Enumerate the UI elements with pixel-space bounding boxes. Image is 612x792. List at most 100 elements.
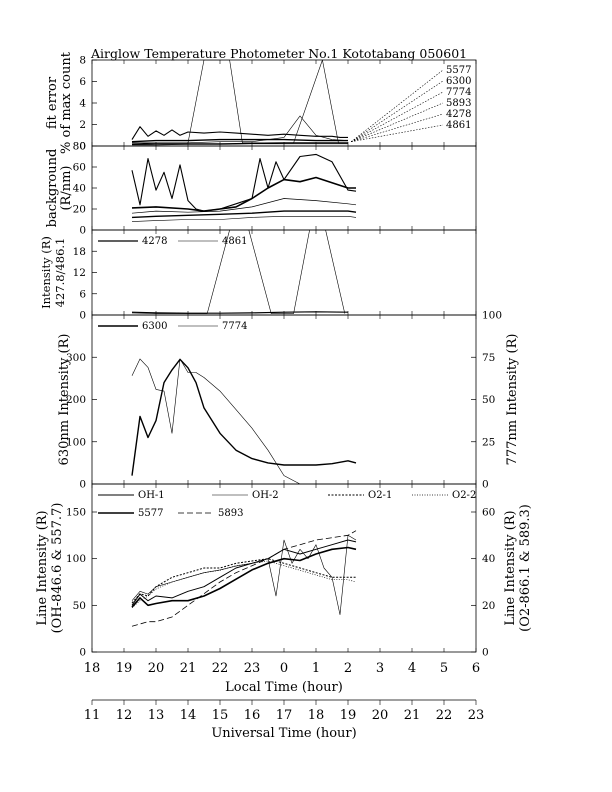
x-tick-label-local: 5 bbox=[440, 661, 448, 676]
x-tick-label-universal: 15 bbox=[212, 708, 229, 723]
x-tick-label-universal: 23 bbox=[468, 708, 485, 723]
x-tick-label-local: 3 bbox=[376, 661, 384, 676]
x-tick-label-local: 23 bbox=[244, 661, 261, 676]
y-tick-label: 60 bbox=[73, 162, 86, 174]
y-tick-label: 80 bbox=[73, 141, 86, 153]
label-leader-line bbox=[351, 125, 443, 142]
x-tick-label-universal: 14 bbox=[180, 708, 197, 723]
x-tick-label-universal: 13 bbox=[148, 708, 165, 723]
series-line-bg-e bbox=[132, 216, 356, 221]
panel-intensity-blue: 0 6 12 18 Intensity (R) 427.8/486.1 4278 4861 bbox=[39, 230, 476, 322]
series-line-O2-2 bbox=[132, 561, 356, 608]
series-label-6300: 6300 bbox=[446, 76, 471, 87]
y-axis-label: Intensity (R) bbox=[39, 236, 53, 309]
y-axis-label-right: (O2-866.1 & 589.3) bbox=[518, 504, 533, 632]
x-tick-label-universal: 17 bbox=[276, 708, 293, 723]
series-label-7774: 7774 bbox=[446, 87, 471, 98]
y-axis-label-left: (OH-846.6 & 557.7) bbox=[50, 503, 65, 634]
legend-label-7774: 7774 bbox=[222, 321, 247, 332]
y-tick-label: 18 bbox=[73, 246, 86, 258]
x-axis-label-universal: Universal Time (hour) bbox=[211, 726, 356, 741]
y-axis-label-left: Line Intensity (R) bbox=[35, 510, 50, 625]
legend-label-5577: 5577 bbox=[138, 508, 163, 519]
legend-label-5893: 5893 bbox=[218, 508, 243, 519]
y-tick-label: 20 bbox=[73, 204, 86, 216]
x-tick-label-universal: 16 bbox=[244, 708, 261, 723]
panel-background: 0 20 40 60 80 background (R/nm) bbox=[45, 141, 476, 237]
y-axis-label-left: 630nm Intensity (R) bbox=[57, 334, 72, 466]
series-group bbox=[132, 60, 348, 145]
y-tick-label: 0 bbox=[79, 479, 86, 491]
y-tick-label: 0 bbox=[79, 310, 86, 322]
y-right-tick-label: 60 bbox=[482, 507, 495, 519]
legend-label-OH-2: OH-2 bbox=[252, 490, 279, 501]
y-axis-label: % of max count bbox=[59, 51, 74, 154]
panel-frame bbox=[92, 146, 476, 230]
series-line-OH-1 bbox=[132, 540, 356, 605]
x-tick-label-local: 1 bbox=[312, 661, 320, 676]
x-axis-label-local: Local Time (hour) bbox=[225, 680, 343, 695]
y-axis-label-right: Line Intensity (R) bbox=[503, 510, 518, 625]
y-axis-label: (R/nm) bbox=[59, 165, 74, 210]
x-tick-label-universal: 11 bbox=[84, 708, 101, 723]
panels-group: 02468fit error% of max count 557763007774… bbox=[35, 51, 533, 658]
series-line-4278 bbox=[132, 312, 348, 313]
label-leader-line bbox=[351, 81, 443, 142]
y-tick-label: 12 bbox=[73, 267, 86, 279]
y-tick-label: 50 bbox=[73, 600, 86, 612]
legend-label-OH-1: OH-1 bbox=[138, 490, 165, 501]
x-tick-label-universal: 22 bbox=[436, 708, 453, 723]
y-tick-label: 150 bbox=[66, 507, 86, 519]
panel-frame bbox=[92, 315, 476, 484]
series-label-4861: 4861 bbox=[446, 120, 471, 131]
panel-fit-error: 0 2 4 6 8 fit error% of max count 557763007774… bbox=[45, 51, 476, 154]
y-right-tick-label: 0 bbox=[482, 647, 489, 659]
series-line-5577 bbox=[132, 548, 356, 608]
y-axis-label: 427.8/486.1 bbox=[53, 238, 67, 308]
series-group bbox=[132, 531, 356, 627]
label-leader-line bbox=[351, 70, 443, 142]
series-line-7774 bbox=[132, 60, 348, 143]
y-tick-label: 40 bbox=[73, 183, 86, 195]
series-line-bg-b bbox=[132, 178, 356, 212]
x-tick-label-local: 2 bbox=[344, 661, 352, 676]
y-right-tick-label: 75 bbox=[482, 352, 495, 364]
x-tick-label-local: 19 bbox=[116, 661, 133, 676]
y-right-tick-label: 100 bbox=[482, 310, 502, 322]
y-tick-label: 6 bbox=[79, 76, 86, 88]
x-tick-label-local: 6 bbox=[472, 661, 480, 676]
y-right-tick-label: 0 bbox=[482, 479, 489, 491]
y-tick-label: 4 bbox=[79, 98, 86, 110]
y-tick-label: 100 bbox=[66, 553, 86, 565]
x-tick-label-local: 22 bbox=[212, 661, 229, 676]
series-line-5893 bbox=[132, 531, 356, 627]
legend-label-6300: 6300 bbox=[142, 321, 167, 332]
y-right-tick-label: 20 bbox=[482, 600, 495, 612]
panel-frame bbox=[92, 60, 476, 146]
x-tick-label-universal: 19 bbox=[340, 708, 357, 723]
x-tick-label-universal: 21 bbox=[404, 708, 421, 723]
x-tick-label-universal: 18 bbox=[308, 708, 325, 723]
y-right-tick-label: 25 bbox=[482, 436, 495, 448]
y-axis-label: background bbox=[45, 149, 60, 228]
legend-label-O2-2: O2-2 bbox=[452, 490, 476, 501]
series-label-5893: 5893 bbox=[446, 98, 471, 109]
y-right-tick-label: 40 bbox=[482, 553, 495, 565]
x-tick-label-local: 21 bbox=[180, 661, 197, 676]
x-tick-label-universal: 12 bbox=[116, 708, 133, 723]
series-group bbox=[132, 359, 356, 515]
series-label-4278: 4278 bbox=[446, 109, 471, 120]
legend-label-4278: 4278 bbox=[142, 236, 167, 247]
y-tick-label: 0 bbox=[79, 647, 86, 659]
series-line-6300 bbox=[132, 140, 348, 142]
figure: Airglow Temperature Photometer No.1 Koto… bbox=[0, 0, 612, 792]
y-tick-label: 0 bbox=[79, 225, 86, 237]
y-right-tick-label: 50 bbox=[482, 394, 495, 406]
series-group bbox=[132, 154, 356, 221]
label-leader-line bbox=[351, 92, 443, 142]
y-tick-label: 2 bbox=[79, 119, 86, 131]
legend-label-O2-1: O2-1 bbox=[368, 490, 392, 501]
x-tick-label-local: 4 bbox=[408, 661, 416, 676]
